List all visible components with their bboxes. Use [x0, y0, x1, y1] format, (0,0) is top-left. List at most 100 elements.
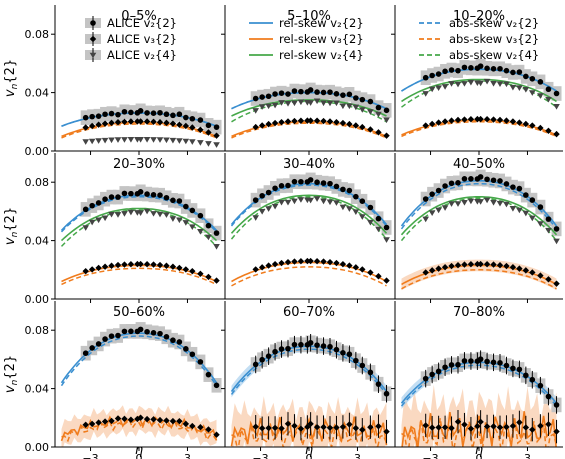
- legend-label: abs-skew v₂{2}: [449, 16, 539, 30]
- alice-v32-point: [346, 421, 353, 428]
- alice-v22-point: [259, 192, 265, 199]
- x-tick-label: 3: [184, 452, 191, 459]
- alice-v32-point: [375, 273, 382, 280]
- alice-v22-point: [121, 108, 128, 115]
- alice-v22-point: [435, 71, 442, 77]
- alice-v32-point: [320, 117, 327, 125]
- alice-v32-point: [297, 117, 305, 124]
- alice-v22-point: [89, 113, 95, 120]
- alice-v32-point: [278, 259, 285, 267]
- alice-v32-point: [428, 267, 436, 274]
- alice-v24-point: [529, 215, 536, 222]
- alice-v32-point: [150, 118, 157, 125]
- alice-v22-point: [537, 79, 544, 85]
- alice-v32-point: [422, 269, 429, 276]
- alice-v22-point: [170, 337, 176, 344]
- alice-v22-point: [170, 197, 176, 204]
- plot-area: [60, 184, 222, 286]
- alice-v32-point: [137, 414, 144, 421]
- alice-v32-point: [339, 423, 347, 431]
- alice-v22-point: [327, 89, 333, 95]
- alice-v22-point: [477, 356, 484, 362]
- alice-v32-point: [121, 118, 128, 125]
- alice-v24-point: [553, 238, 560, 245]
- alice-v32-point: [176, 417, 183, 425]
- alice-v22-point: [291, 341, 298, 348]
- alice-v22-point: [144, 110, 150, 116]
- alice-v24-point: [448, 201, 455, 207]
- alice-v22-point: [307, 87, 314, 93]
- alice-v24-point: [265, 103, 272, 110]
- alice-v24-point: [441, 205, 449, 211]
- alice-v22-point: [529, 376, 536, 383]
- alice-v32-point: [474, 115, 481, 123]
- alice-v24-point: [114, 212, 122, 218]
- alice-v32-point: [88, 266, 96, 273]
- alice-v32-point: [467, 425, 475, 432]
- alice-v22-point: [157, 330, 163, 337]
- alice-v32-point: [333, 118, 340, 126]
- alice-v32-point: [150, 261, 157, 268]
- alice-v24-point: [461, 81, 468, 87]
- alice-v32-point: [176, 121, 183, 128]
- alice-v32-point: [82, 421, 89, 429]
- alice-v22-point: [265, 189, 272, 196]
- alice-v32-point: [284, 118, 292, 125]
- alice-v22-point: [82, 350, 89, 356]
- alice-v22-point: [553, 402, 560, 408]
- panel-1: 0.00 0.04 0.08 0–5%: [25, 5, 223, 158]
- alice-v32-point: [108, 119, 115, 127]
- alice-v24-point: [284, 199, 292, 206]
- alice-v22-point: [490, 66, 497, 72]
- alice-v22-point: [346, 187, 353, 194]
- panel-4: 0.00 0.04 0.08 20–30%: [25, 153, 223, 306]
- panel-title: 40–50%: [453, 157, 505, 172]
- alice-v32-point: [291, 117, 298, 125]
- alice-v24-point: [545, 96, 552, 103]
- alice-v32-point: [95, 121, 102, 128]
- alice-v24-point: [307, 197, 314, 204]
- alice-v24-point: [197, 140, 204, 146]
- alice-v32-point: [169, 417, 177, 425]
- alice-v32-point: [252, 123, 259, 131]
- panel-9: −3 0 3 70–80%: [391, 301, 563, 459]
- alice-v24-point: [101, 215, 109, 222]
- alice-v22-point: [265, 93, 272, 100]
- alice-v32-point: [422, 422, 429, 429]
- panel-title: 50–60%: [113, 305, 165, 320]
- alice-v22-point: [205, 122, 212, 129]
- alice-v32-point: [205, 426, 212, 433]
- alice-v32-point: [197, 126, 204, 133]
- alice-v32-point: [454, 261, 462, 269]
- alice-v22-point: [108, 194, 115, 200]
- alice-v32-point: [121, 415, 128, 423]
- alice-v32-point: [101, 263, 109, 270]
- alice-v32-point: [114, 261, 122, 269]
- abs-skew-v32-line: [401, 121, 557, 138]
- alice-v32-point: [291, 258, 298, 265]
- alice-v32-point: [313, 117, 321, 124]
- alice-v32-point: [503, 423, 510, 431]
- alice-v32-point: [545, 421, 552, 428]
- alice-v32-point: [304, 117, 311, 124]
- alice-v22-point: [545, 393, 552, 400]
- abs-skew-v32-line: [61, 418, 218, 443]
- alice-v24-point: [297, 197, 305, 203]
- y-tick-label: 0.08: [25, 28, 50, 41]
- alice-v32-point: [537, 422, 544, 430]
- alice-v32-point: [182, 420, 190, 428]
- alice-v32-point: [169, 263, 177, 270]
- alice-v24-point: [252, 215, 259, 221]
- alice-v24-point: [522, 210, 530, 217]
- panel-3: 10–20%: [391, 5, 563, 155]
- alice-v32-point: [435, 119, 442, 126]
- alice-v24-point: [284, 101, 292, 107]
- legend-label: ALICE v₃{2}: [107, 32, 177, 46]
- alice-v24-point: [101, 137, 109, 144]
- alice-v22-point: [510, 69, 516, 76]
- alice-v22-point: [278, 183, 285, 189]
- alice-v32-point: [169, 120, 177, 127]
- alice-v32-point: [490, 423, 497, 430]
- alice-v24-point: [127, 137, 135, 143]
- v3-uncertainty-band: [61, 405, 217, 447]
